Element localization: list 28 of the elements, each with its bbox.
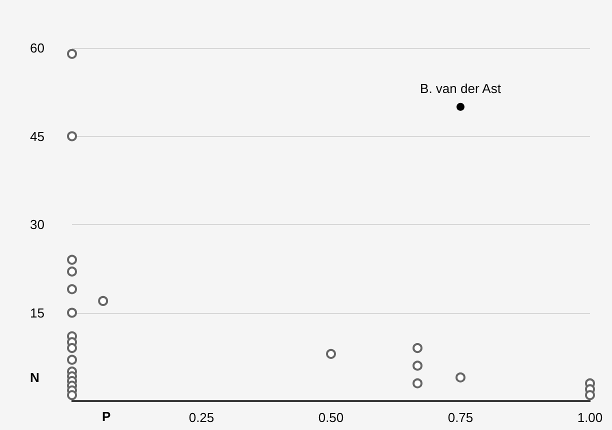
point [67,266,77,277]
point [326,348,336,359]
x-tick-label: 1.00 [577,410,603,425]
point [412,378,423,388]
point [67,284,77,294]
y-tick-label: 45 [30,128,44,144]
point [412,360,423,371]
point [67,390,77,400]
y-tick-label: 60 [30,40,44,56]
point [456,102,464,111]
point [98,296,108,306]
point [67,131,77,142]
x-axis-title: P [102,409,111,424]
point [67,354,77,365]
point [67,254,77,265]
point [67,343,77,354]
point [67,308,77,318]
x-tick-label: 0.25 [188,410,214,425]
y-tick-label: 15 [30,305,44,320]
y-tick-label: 30 [30,217,44,232]
y-axis-title: N [30,370,40,385]
point [67,48,77,59]
annotation: B. van der Ast [420,80,502,96]
x-tick-label: 0.50 [318,410,344,425]
point [456,372,466,382]
x-tick-label: 0.75 [448,410,474,425]
point [585,390,595,400]
point [412,343,423,354]
